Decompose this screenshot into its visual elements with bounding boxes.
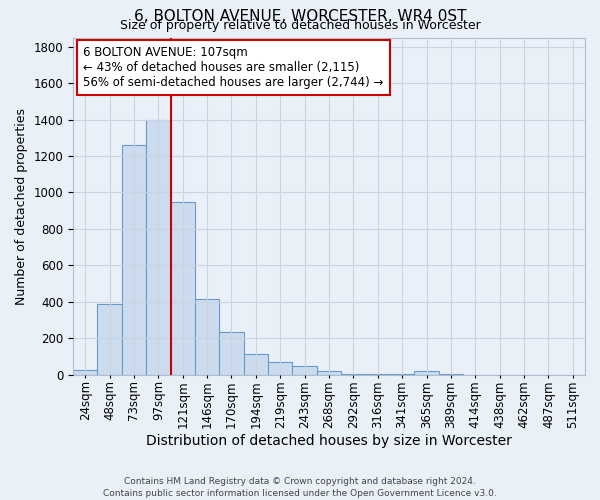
Bar bbox=[73, 370, 97, 375]
Bar bbox=[195, 299, 220, 375]
Bar bbox=[170, 202, 195, 375]
Bar bbox=[292, 366, 317, 375]
Bar bbox=[365, 374, 390, 375]
Bar bbox=[341, 374, 365, 375]
Y-axis label: Number of detached properties: Number of detached properties bbox=[15, 108, 28, 304]
Bar bbox=[439, 374, 463, 375]
Bar bbox=[268, 362, 292, 375]
Bar bbox=[390, 374, 415, 375]
Text: 6 BOLTON AVENUE: 107sqm
← 43% of detached houses are smaller (2,115)
56% of semi: 6 BOLTON AVENUE: 107sqm ← 43% of detache… bbox=[83, 46, 383, 89]
Bar bbox=[97, 304, 122, 375]
Bar bbox=[415, 371, 439, 375]
Bar bbox=[122, 145, 146, 375]
Bar bbox=[146, 120, 170, 375]
Bar bbox=[244, 354, 268, 375]
Bar bbox=[317, 371, 341, 375]
Text: Size of property relative to detached houses in Worcester: Size of property relative to detached ho… bbox=[119, 19, 481, 32]
Text: 6, BOLTON AVENUE, WORCESTER, WR4 0ST: 6, BOLTON AVENUE, WORCESTER, WR4 0ST bbox=[134, 9, 466, 24]
Bar bbox=[220, 332, 244, 375]
X-axis label: Distribution of detached houses by size in Worcester: Distribution of detached houses by size … bbox=[146, 434, 512, 448]
Text: Contains HM Land Registry data © Crown copyright and database right 2024.
Contai: Contains HM Land Registry data © Crown c… bbox=[103, 476, 497, 498]
